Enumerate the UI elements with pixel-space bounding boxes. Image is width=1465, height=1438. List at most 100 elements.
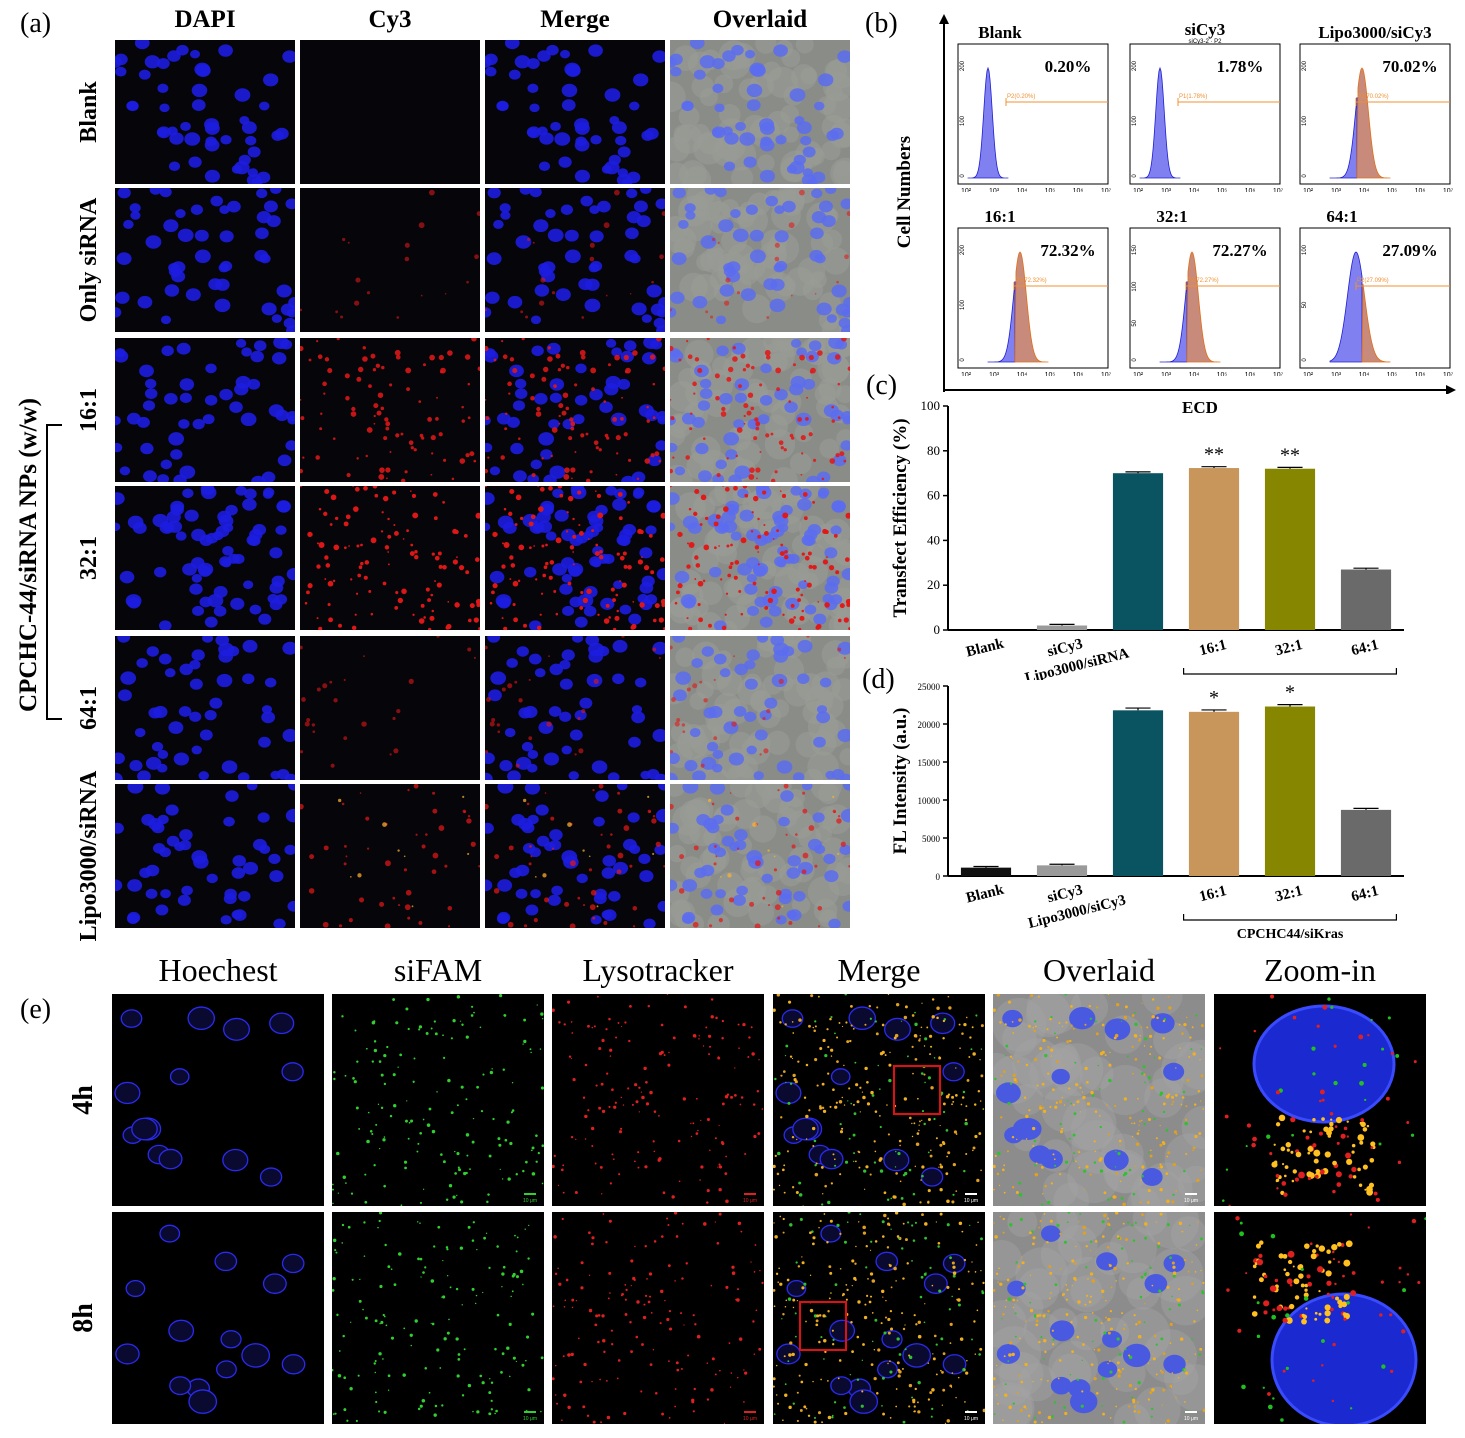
flow-ytick: 100 [960, 115, 966, 126]
micrograph-dapi-3 [115, 486, 295, 630]
confocal-merge-1: 10 μm [773, 1212, 985, 1424]
flow-ytick: 0 [1132, 174, 1138, 178]
zoom-region-box [893, 1065, 941, 1115]
flow-negative-area [987, 281, 1016, 363]
micrograph-overlaid-5 [670, 784, 850, 928]
flow-xtick: 10⁵ [1045, 188, 1056, 192]
scale-bar-label: 10 μm [523, 1416, 537, 1422]
significance-mark: * [1285, 682, 1295, 704]
micrograph-overlaid-2 [670, 338, 850, 482]
y-tick-label: 15000 [918, 758, 941, 768]
micrograph-cy3-5 [300, 784, 480, 928]
flow-percent-1: 1.78% [1217, 57, 1264, 76]
flow-positive-area [1361, 283, 1391, 363]
flow-ytick: 200 [960, 244, 966, 255]
confocal-overlaid-0: 10 μm [993, 994, 1205, 1206]
y-tick-label: 10000 [918, 796, 941, 806]
panel-letter-b: (b) [865, 8, 898, 39]
conf-row-1: 8h [68, 1303, 99, 1333]
y-tick-label: 40 [927, 532, 940, 547]
flow-gate-label: P1(1.78%) [1179, 94, 1207, 100]
flow-xtick: 10³ [1161, 188, 1172, 192]
flow-percent-2: 70.02% [1382, 57, 1437, 76]
flow-xtick: 10³ [1161, 372, 1172, 376]
conf-head-merge: Merge [837, 952, 921, 988]
y-tick-label: 20000 [918, 720, 941, 730]
category-label: 32:1 [1274, 637, 1305, 659]
flow-gate-label: P2(72.32%) [1015, 278, 1047, 284]
flow-ytick: 100 [1132, 281, 1138, 292]
micrograph-overlaid-3 [670, 486, 850, 630]
flow-xtick: 10⁷ [1443, 372, 1454, 376]
scale-bar-label: 10 μm [964, 1416, 978, 1422]
flow-xtick: 10⁴ [1189, 372, 1200, 376]
flow-xtick: 10³ [1331, 372, 1342, 376]
flow-histogram-2: Lipo3000/siCy3 70.02% 0 100 200 10² 10³ 10⁴ 10⁵ 1… [1299, 23, 1454, 192]
confocal-sifam-1: 10 μm [332, 1212, 544, 1424]
flow-ytick: 0 [960, 174, 966, 178]
flow-positive-area [1014, 251, 1049, 363]
panel-letter-e: (e) [20, 994, 52, 1025]
flow-negative-area [1329, 251, 1363, 363]
flow-ytick: 100 [1132, 115, 1138, 126]
confocal-hoechst-0 [112, 994, 324, 1206]
flow-xtick: 10³ [1331, 188, 1342, 192]
micrograph-cy3-4 [300, 636, 480, 780]
flow-xtick: 10² [1303, 372, 1314, 376]
flow-xtick: 10⁷ [1443, 188, 1454, 192]
scale-bar-label: 10 μm [743, 1416, 757, 1422]
flow-positive-area [1356, 67, 1391, 179]
flow-xtick: 10⁵ [1045, 372, 1056, 376]
group-bracket-label: CPCHC44/siKras [1237, 927, 1344, 942]
col-head-cy3: Cy3 [368, 6, 412, 33]
transfection-efficiency-chart: 0 20 40 60 80 100 Transfect Efficiency (%) Blan… [890, 398, 1404, 680]
category-label: Blank [964, 882, 1006, 907]
scale-bar-label: 10 μm [1184, 1198, 1198, 1204]
flow-histogram-4: 32:1 72.27% 0 50 100 150 10² 10³ 10⁴ 10⁵ 10⁶ 10⁷ P2(… [1129, 207, 1284, 376]
flow-subtitle-1: siCy3-2 · P2 [1188, 39, 1222, 45]
y-tick-label: 5000 [922, 834, 941, 844]
flow-xtick: 10² [1133, 372, 1144, 376]
micrograph-overlaid-1 [670, 188, 850, 332]
micrograph-merge-3 [485, 486, 665, 630]
flow-ytick: 50 [1132, 319, 1138, 326]
conf-row-0: 4h [68, 1085, 99, 1115]
flow-xtick: 10³ [989, 372, 1000, 376]
conf-head-zoom-in: Zoom-in [1264, 952, 1376, 988]
flow-histogram-0: Blank 0.20% 0 100 200 10² 10³ 10⁴ 10⁵ 10⁶ 10⁷ P2(0.… [957, 23, 1112, 192]
y-tick-label: 80 [927, 443, 940, 458]
flow-title-4: 32:1 [1156, 207, 1187, 226]
scale-bar-label: 10 μm [743, 1198, 757, 1204]
category-label: 32:1 [1274, 883, 1305, 905]
flow-xtick: 10⁶ [1073, 188, 1084, 192]
flow-xtick: 10⁴ [1017, 188, 1028, 192]
flow-xtick: 10⁴ [1359, 372, 1370, 376]
flow-title-3: 16:1 [984, 207, 1015, 226]
flow-percent-4: 72.27% [1212, 241, 1267, 260]
micrograph-dapi-4 [115, 636, 295, 780]
category-label: Blank [964, 636, 1006, 661]
group-bracket [1183, 914, 1397, 921]
micrograph-dapi-2 [115, 338, 295, 482]
flow-positive-area [1186, 251, 1221, 363]
flow-ytick: 0 [960, 358, 966, 362]
flow-ytick: 100 [1302, 115, 1308, 126]
flow-xtick: 10⁴ [1359, 188, 1370, 192]
row-label-5: Lipo3000/siRNA [76, 770, 102, 942]
bar-32:1 [1264, 706, 1316, 876]
y-tick-label: 100 [921, 398, 941, 413]
flow-ytick: 150 [1132, 244, 1138, 255]
micrograph-dapi-0 [115, 40, 295, 184]
flow-xtick: 10³ [989, 188, 1000, 192]
flow-title-0: Blank [978, 23, 1022, 42]
flow-axes [939, 14, 1456, 394]
confocal-sifam-0: 10 μm [332, 994, 544, 1206]
y-axis-label: Transfect Efficiency (%) [890, 418, 911, 617]
bar-32:1 [1264, 468, 1316, 630]
micrograph-cy3-0 [300, 40, 480, 184]
flow-x-label: ECD [1182, 398, 1218, 417]
bar-Lipo3000/siRNA [1112, 473, 1164, 630]
group-bracket [1183, 668, 1397, 675]
micrograph-merge-5 [485, 784, 665, 928]
conf-head-lysotracker: Lysotracker [582, 952, 734, 988]
